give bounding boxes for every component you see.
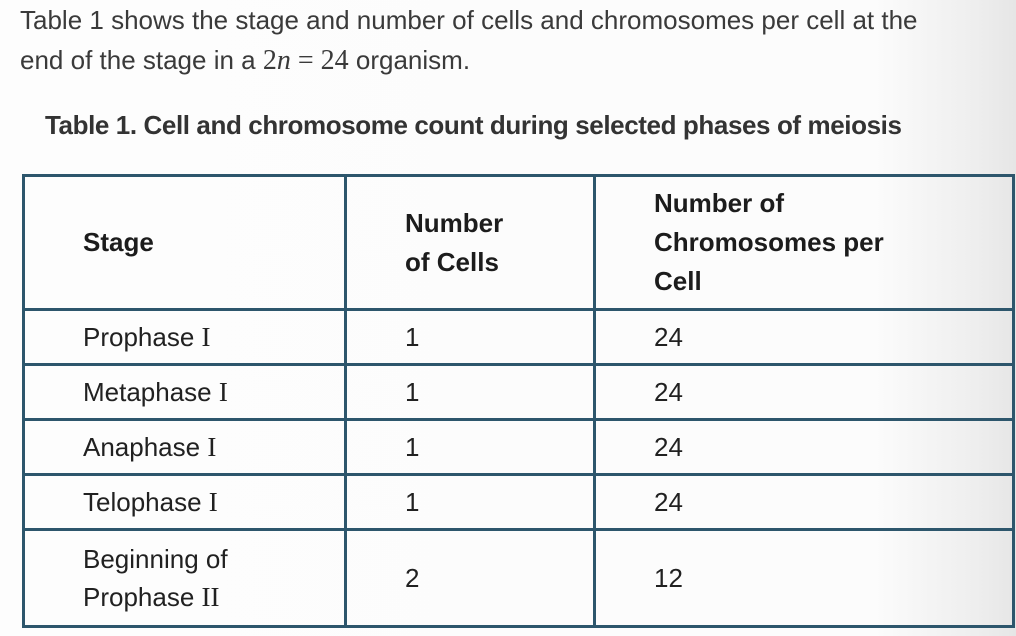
header-number-of-cells: Number of Cells xyxy=(344,174,596,311)
roman-numeral: I xyxy=(208,486,218,517)
cells-count-cell: 1 xyxy=(344,418,596,476)
cells-count-cell: 1 xyxy=(344,473,596,531)
cells-count-cell: 2 xyxy=(344,528,596,628)
equation-variable: n xyxy=(276,45,291,76)
stage-name: Telophase xyxy=(83,486,202,517)
stage-cell: Metaphase I xyxy=(22,363,347,421)
stage-line1: Beginning of xyxy=(83,544,228,574)
chromosomes-count-cell: 24 xyxy=(593,473,1015,531)
stage-cell: Telophase I xyxy=(22,473,347,531)
stage-cell: Beginning of Prophase II xyxy=(22,528,347,628)
intro-line2-prefix: end of the stage in a xyxy=(20,45,256,75)
stage-name: Prophase xyxy=(83,321,195,352)
equation-coefficient: 2 xyxy=(262,45,277,76)
stage-name: Anaphase xyxy=(83,431,201,462)
chromosomes-count-cell: 24 xyxy=(593,418,1015,476)
table-row-metaphase-1: Metaphase I 1 24 xyxy=(22,363,1015,421)
header-chromosomes-per-cell: Number of Chromosomes per Cell xyxy=(593,174,1015,311)
meiosis-table: Stage Number of Cells Number of Chromoso… xyxy=(22,174,1015,628)
cells-count-cell: 1 xyxy=(344,308,596,366)
roman-numeral: II xyxy=(201,582,220,612)
chromosomes-count-cell: 24 xyxy=(593,363,1015,421)
roman-numeral: I xyxy=(201,321,211,352)
intro-line1: Table 1 shows the stage and number of ce… xyxy=(20,5,918,35)
table-row-anaphase-1: Anaphase I 1 24 xyxy=(22,418,1015,476)
equation-equals-sign: = xyxy=(297,45,314,76)
cells-count-cell: 1 xyxy=(344,363,596,421)
intro-paragraph: Table 1 shows the stage and number of ce… xyxy=(20,0,1016,81)
header-stage: Stage xyxy=(22,174,347,311)
table-row-prophase-1: Prophase I 1 24 xyxy=(22,308,1015,366)
chromosomes-count-cell: 12 xyxy=(593,528,1015,628)
intro-line2-suffix: organism. xyxy=(355,45,471,75)
stage-cell: Anaphase I xyxy=(22,418,347,476)
roman-numeral: I xyxy=(218,376,228,407)
equation-value: 24 xyxy=(320,45,349,76)
ploidy-equation: 2n = 24 xyxy=(263,45,349,76)
stage-name: Prophase xyxy=(83,582,195,612)
table-row-telophase-1: Telophase I 1 24 xyxy=(22,473,1015,531)
table-header-row: Stage Number of Cells Number of Chromoso… xyxy=(22,174,1015,311)
stage-name: Metaphase xyxy=(83,376,212,407)
chromosomes-count-cell: 24 xyxy=(593,308,1015,366)
table-title: Table 1. Cell and chromosome count durin… xyxy=(45,110,902,140)
stage-line2: Prophase II xyxy=(83,578,334,616)
stage-cell: Prophase I xyxy=(22,308,347,366)
roman-numeral: I xyxy=(207,431,217,462)
table-row-beginning-prophase-2: Beginning of Prophase II 2 12 xyxy=(22,528,1015,628)
